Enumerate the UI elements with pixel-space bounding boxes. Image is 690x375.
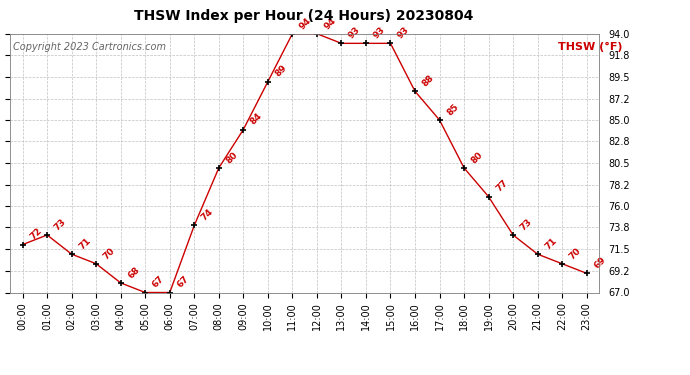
Text: 85: 85 [445, 102, 460, 117]
Text: 89: 89 [273, 64, 288, 79]
Text: 88: 88 [420, 73, 436, 88]
Text: 77: 77 [494, 178, 509, 194]
Text: 72: 72 [28, 226, 43, 242]
Text: 80: 80 [470, 150, 484, 165]
Text: 70: 70 [568, 246, 583, 261]
Text: 71: 71 [543, 236, 558, 251]
Text: 73: 73 [52, 217, 68, 232]
Text: THSW (°F): THSW (°F) [558, 42, 622, 52]
Text: Copyright 2023 Cartronics.com: Copyright 2023 Cartronics.com [13, 42, 166, 51]
Text: THSW Index per Hour (24 Hours) 20230804: THSW Index per Hour (24 Hours) 20230804 [134, 9, 473, 23]
Text: 93: 93 [347, 25, 362, 40]
Text: 67: 67 [175, 274, 190, 290]
Text: 67: 67 [151, 274, 166, 290]
Text: 70: 70 [101, 246, 117, 261]
Text: 93: 93 [396, 25, 411, 40]
Text: 84: 84 [249, 111, 264, 127]
Text: 71: 71 [77, 236, 92, 251]
Text: 93: 93 [371, 25, 387, 40]
Text: 73: 73 [519, 217, 534, 232]
Text: 94: 94 [298, 16, 313, 31]
Text: 74: 74 [200, 207, 215, 223]
Text: 69: 69 [592, 255, 607, 270]
Text: 68: 68 [126, 265, 141, 280]
Text: 94: 94 [322, 16, 338, 31]
Text: 80: 80 [224, 150, 239, 165]
